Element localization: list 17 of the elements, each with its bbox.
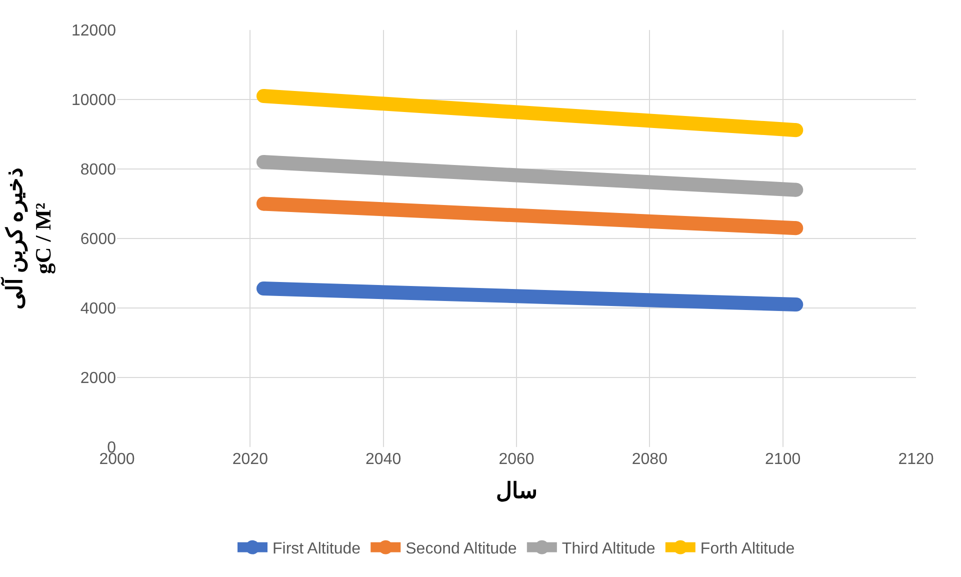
y-tick-label: 12000 [72, 22, 116, 40]
legend-label: Third Altitude [562, 540, 656, 558]
x-tick-label: 2080 [632, 451, 668, 468]
legend-label: First Altitude [272, 540, 361, 558]
y-tick-label: 8000 [80, 162, 116, 179]
x-tick-label: 2020 [232, 451, 268, 468]
x-tick-label: 2060 [498, 451, 534, 468]
legend-label: Second Altitude [406, 540, 517, 558]
y-tick-label: 2000 [80, 370, 116, 388]
legend-label: Forth Altitude [700, 540, 795, 558]
x-tick-label: 2040 [366, 451, 402, 468]
y-tick-label: 4000 [80, 300, 116, 318]
x-tick-label: 2100 [765, 451, 801, 468]
x-axis-title: سال [496, 478, 537, 503]
y-tick-label: 10000 [72, 92, 116, 110]
x-tick-label: 2120 [898, 451, 934, 468]
y-tick-label: 6000 [80, 231, 116, 248]
